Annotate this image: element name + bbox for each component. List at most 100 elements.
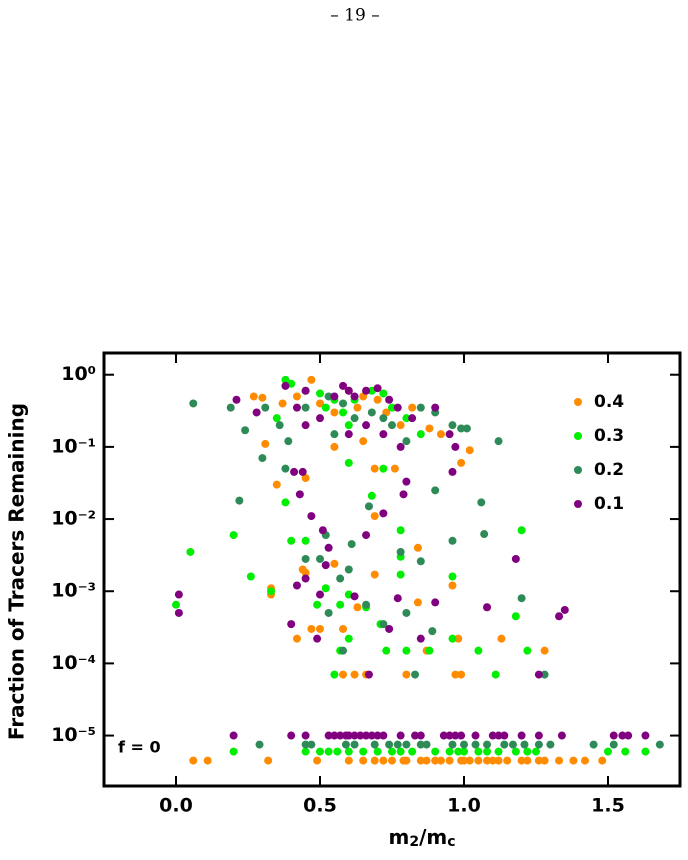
point: [324, 747, 333, 756]
point: [555, 612, 564, 621]
point: [483, 756, 492, 765]
point: [301, 747, 310, 756]
point: [272, 480, 281, 489]
point: [436, 756, 445, 765]
point: [388, 403, 396, 412]
point: [532, 747, 540, 756]
point: [425, 646, 434, 655]
point: [474, 756, 483, 765]
point: [373, 384, 382, 393]
point: [388, 421, 396, 430]
point: [295, 490, 304, 499]
point: [534, 731, 543, 740]
point: [604, 747, 612, 756]
point: [307, 512, 316, 521]
point: [232, 395, 241, 404]
x-label-text: /m: [419, 825, 447, 849]
point: [396, 442, 405, 451]
plot-frame: [102, 351, 682, 788]
x-tick-label: 0.0: [159, 795, 193, 817]
y-tick-label: 10⁻³: [51, 580, 96, 602]
point: [359, 756, 368, 765]
point: [229, 531, 238, 540]
point: [402, 756, 411, 765]
point: [454, 634, 463, 643]
point: [321, 584, 330, 593]
point: [281, 381, 290, 390]
point: [396, 731, 405, 740]
point: [241, 426, 250, 435]
point: [488, 756, 497, 765]
point: [474, 646, 483, 655]
point: [367, 731, 376, 740]
x-label-subscript: 2: [409, 834, 419, 850]
point: [448, 634, 457, 643]
point: [379, 414, 388, 423]
point: [494, 756, 503, 765]
point: [344, 421, 353, 430]
legend-marker: [574, 466, 582, 474]
point: [370, 464, 379, 473]
point: [465, 756, 474, 765]
point: [402, 414, 411, 423]
point: [618, 731, 627, 740]
point: [408, 403, 417, 412]
point: [474, 747, 483, 756]
point: [339, 399, 348, 408]
point: [316, 399, 324, 408]
point: [313, 756, 322, 765]
point: [393, 403, 402, 412]
point: [393, 594, 402, 603]
point: [356, 731, 365, 740]
point: [448, 572, 457, 581]
point: [396, 526, 405, 535]
point: [436, 430, 445, 439]
point: [344, 747, 353, 756]
point: [546, 740, 555, 749]
point: [307, 375, 316, 384]
point: [287, 731, 296, 740]
point: [494, 731, 503, 740]
point: [261, 439, 270, 448]
point: [534, 740, 543, 749]
point: [457, 670, 466, 679]
point: [416, 403, 425, 412]
point: [402, 608, 411, 617]
point: [370, 756, 379, 765]
point: [278, 399, 287, 408]
annotation: f = 0: [118, 738, 161, 757]
point: [445, 756, 454, 765]
point: [396, 747, 405, 756]
point: [272, 414, 281, 423]
point: [523, 646, 532, 655]
legend-label: 0.4: [594, 392, 624, 412]
point: [229, 731, 238, 740]
point: [396, 421, 405, 430]
point: [313, 600, 322, 609]
point: [523, 747, 532, 756]
point: [451, 731, 460, 740]
point: [281, 375, 290, 384]
point: [416, 740, 425, 749]
point: [316, 389, 324, 398]
point: [344, 386, 353, 395]
point: [350, 740, 359, 749]
x-tick-label: 0.5: [303, 795, 337, 817]
legend-marker: [574, 432, 582, 440]
point: [316, 554, 324, 563]
point: [422, 740, 431, 749]
point: [350, 592, 359, 601]
point: [431, 486, 440, 495]
point: [511, 554, 520, 563]
point: [540, 670, 549, 679]
point: [379, 389, 388, 398]
point: [339, 381, 348, 390]
point: [287, 536, 296, 545]
point: [359, 747, 368, 756]
point: [298, 467, 307, 476]
point: [226, 403, 235, 412]
point: [477, 498, 486, 507]
point: [480, 530, 489, 539]
point: [379, 731, 388, 740]
point: [189, 756, 198, 765]
